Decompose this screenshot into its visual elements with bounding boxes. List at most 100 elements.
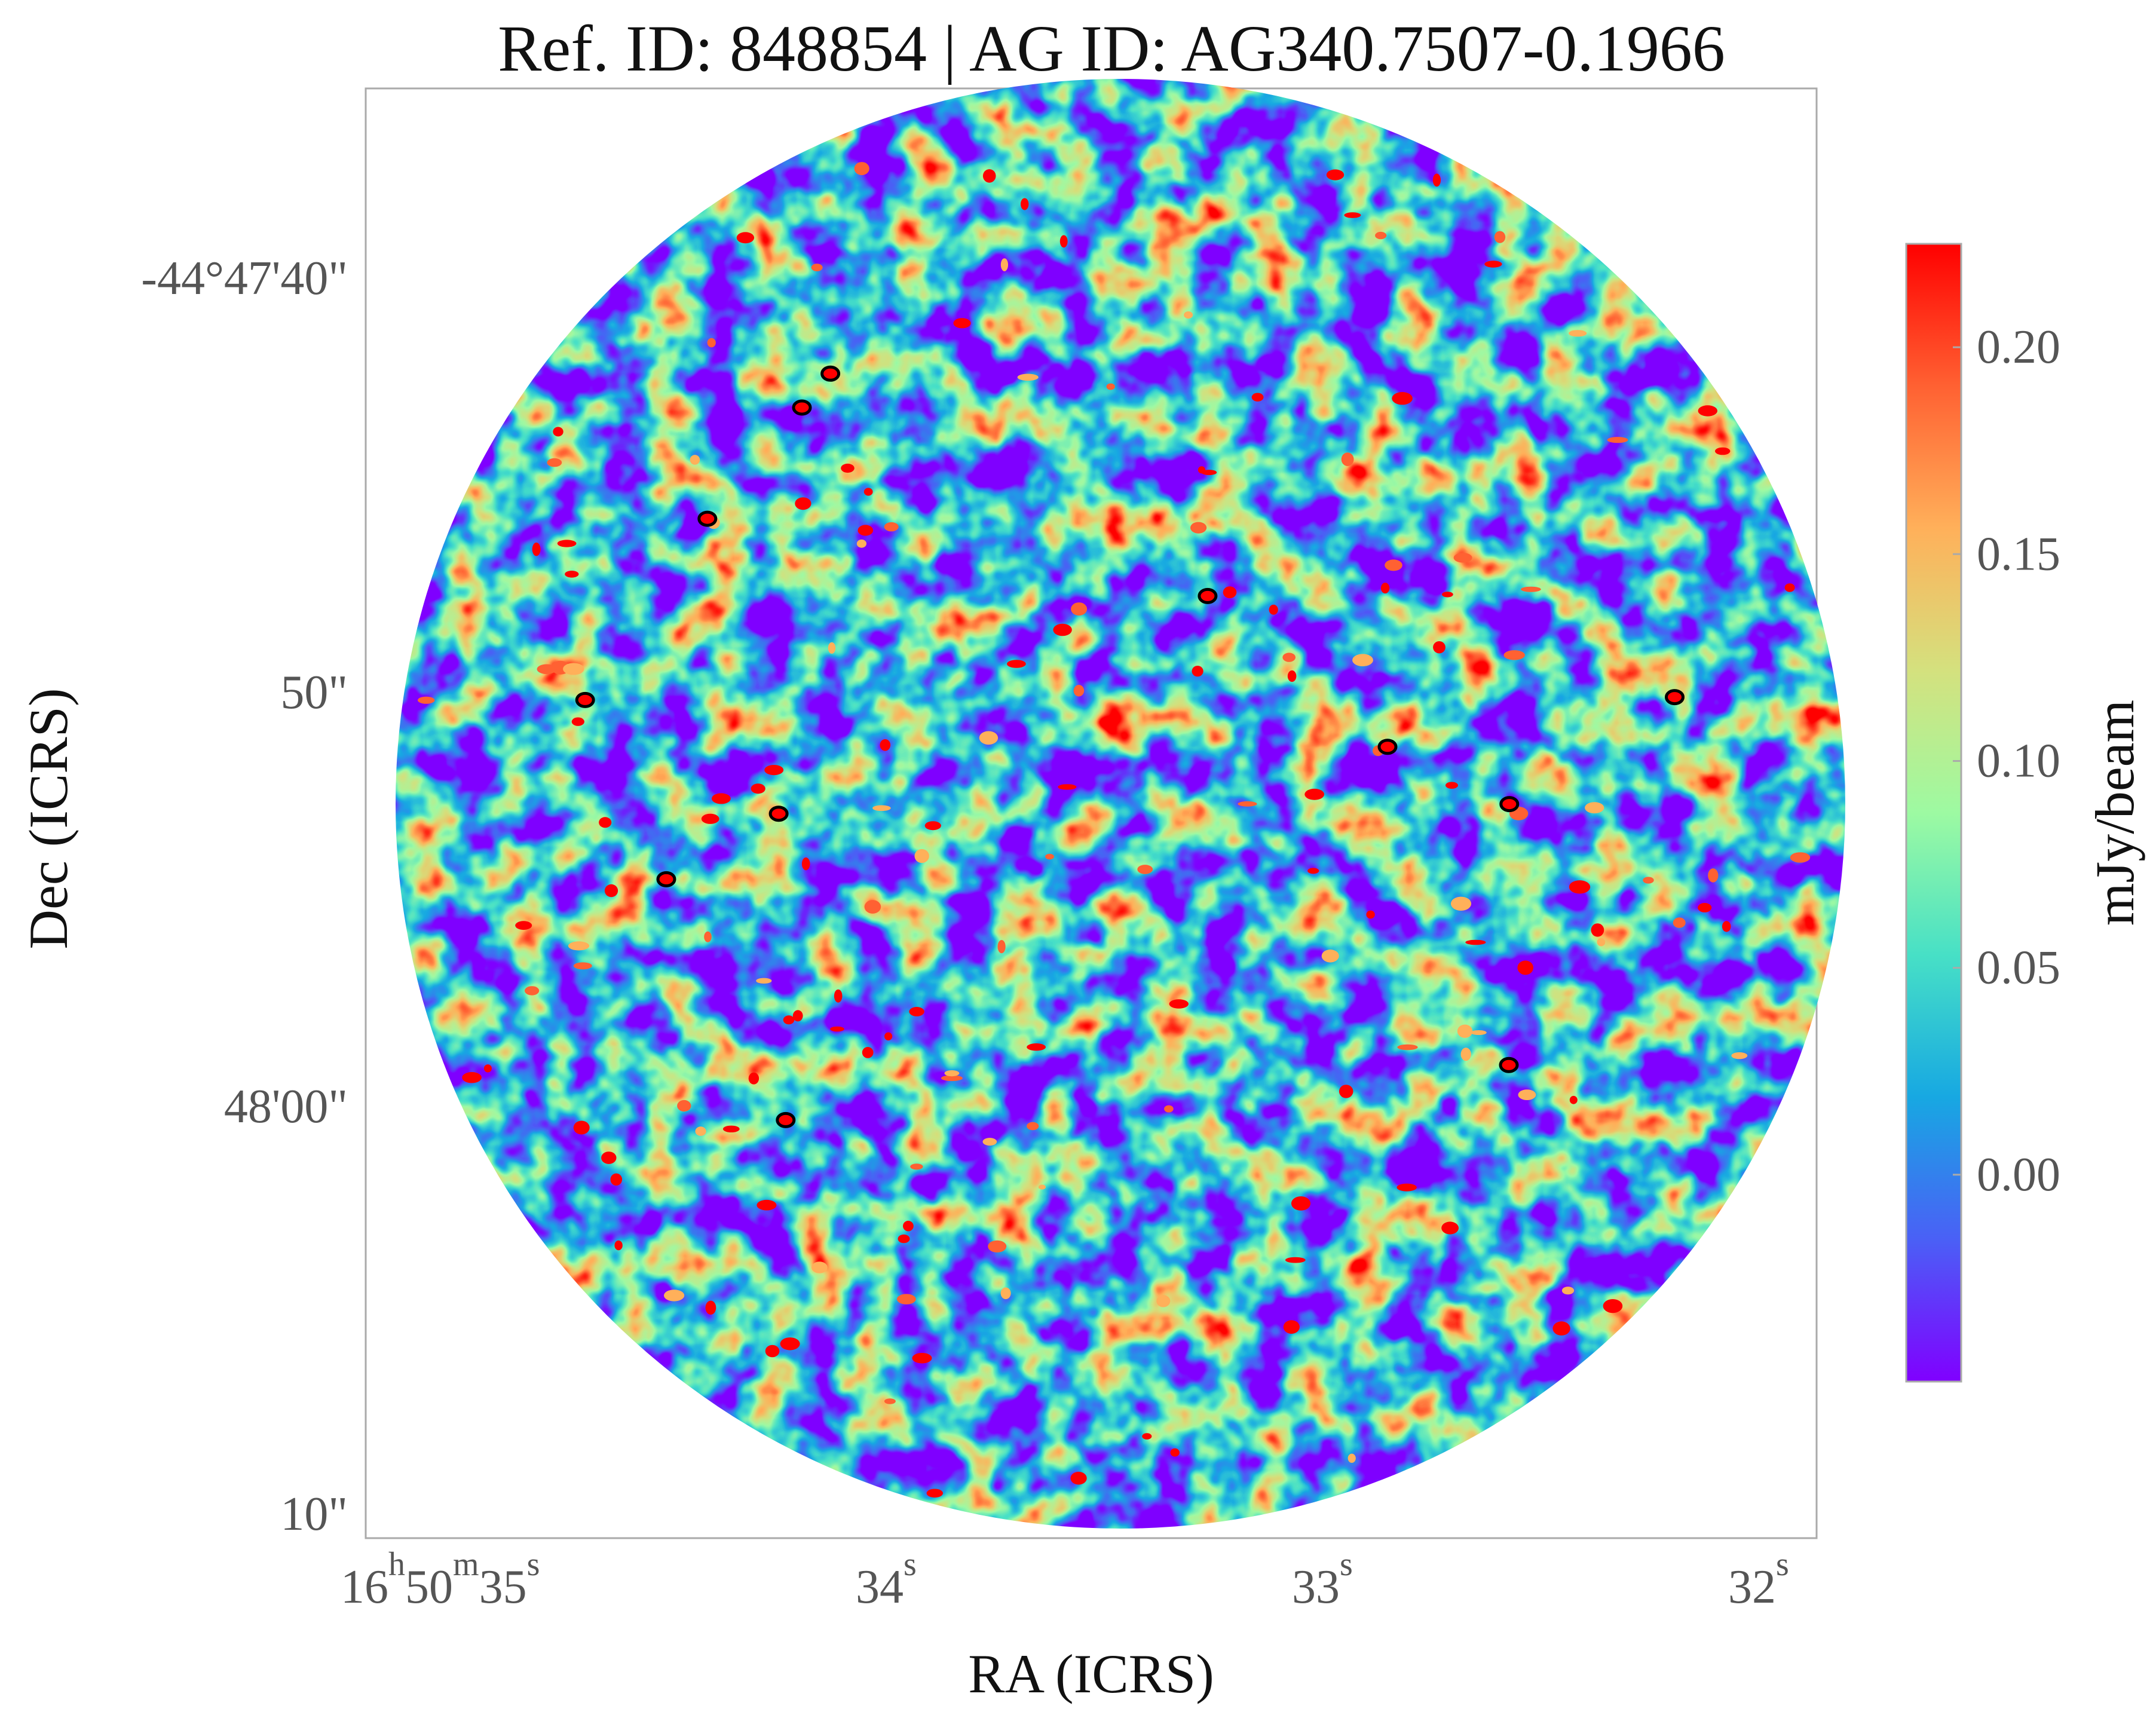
heatmap-peak	[988, 1240, 1007, 1252]
heatmap-peak	[748, 1072, 760, 1085]
heatmap-peak	[1027, 1043, 1046, 1051]
heatmap-strong-peak	[575, 691, 595, 708]
heatmap-peak	[1471, 1030, 1487, 1035]
heatmap-peak	[1184, 311, 1193, 319]
heatmap-peak	[677, 1100, 691, 1112]
heatmap-peak	[997, 940, 1006, 954]
x-tick-seconds-unit: s	[1776, 1546, 1789, 1583]
heatmap-peak	[1164, 1105, 1174, 1113]
heatmap-peak	[912, 1353, 932, 1364]
colorbar-label: mJy/beam	[2084, 700, 2145, 926]
heatmap-peak	[834, 989, 843, 1003]
heatmap-peak	[1352, 654, 1373, 666]
y-tick-labels: -44°47'40" 50" 48'00" 10"	[141, 252, 348, 1541]
heatmap-peak	[695, 1126, 706, 1136]
x-tick-seconds-unit: s	[527, 1546, 540, 1583]
heatmap-peak	[1201, 470, 1217, 476]
heatmap-peak	[1269, 604, 1278, 615]
heatmap-strong-peak	[1198, 587, 1218, 604]
heatmap-peak	[1321, 950, 1339, 963]
heatmap-strong-peak	[776, 1111, 796, 1128]
heatmap-peak	[756, 978, 772, 984]
heatmap-peak	[483, 1064, 492, 1073]
heatmap-peak	[1283, 1320, 1300, 1334]
heatmap-peak	[1643, 877, 1654, 884]
heatmap-peak	[1603, 1299, 1623, 1313]
heatmap-peak	[599, 817, 612, 828]
heatmap-peak	[1585, 802, 1604, 814]
heatmap-peak	[547, 458, 562, 467]
heatmap-peak	[863, 488, 873, 496]
heatmap-peak	[1460, 1048, 1471, 1061]
heatmap-peak	[1569, 330, 1587, 337]
heatmap-peak	[856, 539, 866, 548]
heatmap-peak	[1591, 923, 1604, 937]
colorbar-tick-label: 0.05	[1977, 942, 2060, 994]
heatmap-peak	[764, 765, 784, 776]
heatmap-peak	[722, 1125, 740, 1133]
heatmap-peak	[979, 731, 999, 745]
heatmap-peak	[532, 542, 541, 556]
heatmap-strong-peak	[1499, 796, 1520, 813]
x-tick-seconds-unit: s	[1340, 1546, 1353, 1583]
heatmap-peak	[1282, 653, 1296, 662]
heatmap-peak	[707, 338, 716, 348]
heatmap-peak	[1784, 583, 1795, 592]
colorbar-tick-label: 0.00	[1977, 1149, 2060, 1201]
heatmap-peak	[944, 1070, 960, 1077]
heatmap-peak	[1251, 393, 1264, 402]
colorbar-ticks: 0.20 0.15 0.10 0.05 0.00	[1953, 321, 2060, 1201]
heatmap-peak	[1450, 896, 1472, 911]
heatmap-peak	[792, 1010, 803, 1022]
colorbar: 0.20 0.15 0.10 0.05 0.00 mJy/beam	[1905, 243, 2145, 1383]
heatmap-peak	[1017, 373, 1039, 381]
heatmap-peak	[953, 318, 971, 329]
x-tick-seconds: 34	[856, 1561, 904, 1613]
heatmap-peak	[1698, 903, 1712, 912]
colorbar-tick-label: 0.20	[1977, 321, 2060, 373]
x-tick-seconds: 33	[1292, 1561, 1340, 1613]
heatmap-peak	[941, 1075, 963, 1082]
heatmap-peak	[418, 696, 435, 704]
heatmap-peak	[828, 642, 836, 654]
heatmap-peak	[1287, 670, 1297, 682]
heatmap-peak	[1569, 1095, 1578, 1104]
heatmap-strong-peak	[820, 365, 841, 382]
heatmap-peak	[872, 805, 891, 811]
heatmap-peak	[1518, 1089, 1536, 1100]
x-tick-hours: 16	[341, 1561, 388, 1613]
heatmap-peak	[982, 169, 996, 183]
heatmap-peak	[903, 1220, 914, 1232]
heatmap-peak	[1170, 1448, 1180, 1457]
x-tick-seconds: 32	[1728, 1561, 1776, 1613]
heatmap-peak	[553, 427, 564, 437]
x-tick-seconds: 35	[479, 1561, 527, 1613]
heatmap-peak	[462, 1072, 482, 1083]
heatmap-peak	[862, 1047, 874, 1058]
heatmap-peak	[565, 571, 579, 578]
heatmap-peak	[1000, 258, 1008, 271]
heatmap-peak	[614, 1240, 623, 1251]
heatmap-peak	[884, 1032, 893, 1041]
heatmap-peak	[811, 264, 823, 271]
heatmap-peak	[1071, 602, 1088, 616]
heatmap-peak	[601, 1152, 617, 1164]
colorbar-bar	[1905, 243, 1962, 1383]
heatmap-peak	[1790, 852, 1811, 863]
heatmap-peak	[1561, 1287, 1575, 1295]
heatmap-peak	[1484, 261, 1502, 268]
x-tick-label: 32s	[1728, 1546, 1789, 1613]
heatmap-peak	[1137, 865, 1153, 874]
heatmap-peak	[1465, 939, 1486, 945]
heatmap-peak	[1192, 666, 1203, 677]
heatmap-peak	[1441, 1221, 1459, 1235]
heatmap-peak	[1457, 1024, 1473, 1038]
heatmap-strong-peak	[1377, 739, 1398, 755]
colorbar-tick-label: 0.10	[1977, 734, 2060, 787]
x-tick-label: 33s	[1292, 1546, 1353, 1613]
heatmap-peak	[1304, 788, 1325, 800]
heatmap-peak	[830, 1026, 844, 1032]
heatmap-peak	[1285, 1257, 1306, 1263]
x-tick-label: 34s	[856, 1546, 917, 1613]
heatmap-peak	[1344, 212, 1361, 218]
